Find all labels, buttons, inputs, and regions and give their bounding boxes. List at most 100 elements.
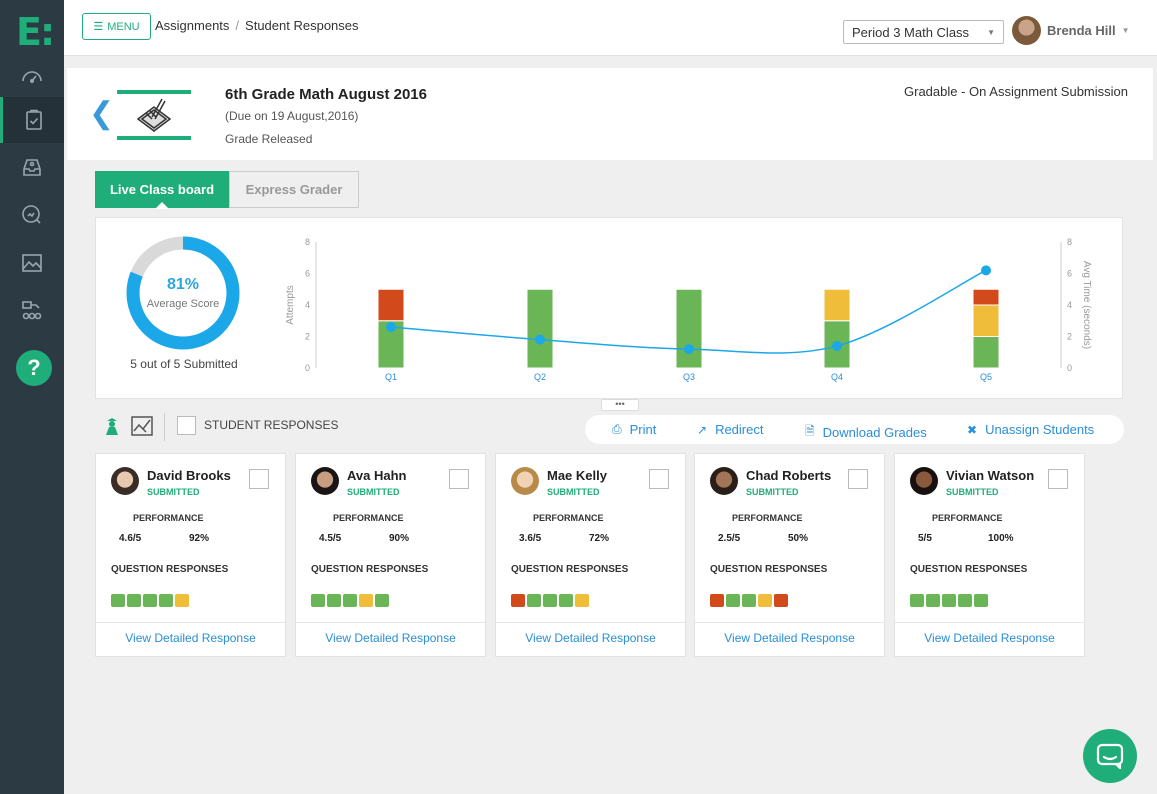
student-select-checkbox[interactable] [1048,469,1068,489]
question-response-square[interactable] [159,594,173,607]
sidebar-item-dashboard[interactable] [0,53,64,99]
question-response-square[interactable] [942,594,956,607]
y2-tick-label: 2 [1067,332,1072,342]
assignment-title: 6th Grade Math August 2016 [225,86,427,103]
panel-resize-handle[interactable]: ••• [601,399,639,411]
question-response-square[interactable] [710,594,724,607]
student-name[interactable]: Vivian Watson [946,468,1035,483]
class-select[interactable]: Period 3 Math Class ▼ [843,20,1004,44]
sidebar-item-assignments[interactable] [0,97,64,143]
chart-view-icon[interactable] [131,416,153,439]
student-name[interactable]: Chad Roberts [746,468,832,483]
question-response-square[interactable] [143,594,157,607]
average-score-label: Average Score [146,298,220,310]
sidebar-item-reports[interactable] [0,192,64,238]
menu-button[interactable]: ☰ MENU [82,13,151,40]
student-select-checkbox[interactable] [649,469,669,489]
student-select-checkbox[interactable] [249,469,269,489]
student-name[interactable]: David Brooks [147,468,231,483]
question-response-square[interactable] [742,594,756,607]
performance-percent: 100% [988,533,1014,544]
download-grades-button[interactable]: 🗎 Download Grades [805,422,927,443]
avg-time-point [535,334,545,345]
question-response-square[interactable] [726,594,740,607]
grid-view-icon[interactable] [103,416,121,439]
hamburger-icon: ☰ [93,21,104,33]
view-detailed-response-link[interactable]: View Detailed Response [695,622,884,645]
performance-score: 5/5 [918,533,932,544]
x-tick-label: Q4 [831,372,843,382]
question-response-square[interactable] [758,594,772,607]
menu-label: MENU [107,20,140,33]
question-response-square[interactable] [575,594,589,607]
print-button[interactable]: ⎙ Print [612,422,656,437]
x-tick-label: Q1 [385,372,397,382]
x-tick-label: Q5 [980,372,992,382]
tab-live-class-board[interactable]: Live Class board [95,171,229,209]
question-response-square[interactable] [527,594,541,607]
help-button[interactable]: ? [16,350,52,386]
view-detailed-response-link[interactable]: View Detailed Response [296,622,485,645]
avatar [710,467,738,495]
sidebar-item-gallery[interactable] [0,240,64,286]
sidebar-item-groups[interactable] [0,288,64,334]
question-response-square[interactable] [111,594,125,607]
question-response-square[interactable] [375,594,389,607]
y-tick-label: 2 [305,332,310,342]
y-tick-label: 8 [305,237,310,247]
class-select-value: Period 3 Math Class [852,24,970,40]
question-response-square[interactable] [359,594,373,607]
question-response-square[interactable] [311,594,325,607]
performance-label: PERFORMANCE [133,513,204,523]
student-name[interactable]: Mae Kelly [547,468,607,483]
print-label: Print [629,422,657,437]
question-response-square[interactable] [774,594,788,607]
redirect-button[interactable]: ↗ Redirect [697,422,763,437]
y-tick-label: 6 [305,269,310,279]
question-responses [311,594,389,607]
question-response-square[interactable] [543,594,557,607]
student-card: Ava Hahn SUBMITTED PERFORMANCE 4.5/5 90%… [295,453,486,657]
status-badge: SUBMITTED [147,487,200,497]
bar-segment-incorrect [377,288,405,322]
question-response-square[interactable] [958,594,972,607]
student-select-checkbox[interactable] [848,469,868,489]
question-response-square[interactable] [127,594,141,607]
dashboard-gauge-icon [22,71,42,84]
sidebar-item-inbox[interactable] [0,145,64,191]
status-badge: SUBMITTED [547,487,600,497]
status-badge: SUBMITTED [347,487,400,497]
y2-tick-label: 6 [1067,269,1072,279]
clipboard-check-icon [25,109,42,130]
view-detailed-response-link[interactable]: View Detailed Response [895,622,1084,645]
question-response-square[interactable] [327,594,341,607]
question-response-square[interactable] [175,594,189,607]
performance-label: PERFORMANCE [932,513,1003,523]
question-attempts-chart: 0 0 2 2 4 4 6 6 8 8 Attempts Avg Time (seconds) Q1 Q2… [285,237,1092,382]
chat-button[interactable] [1083,729,1137,783]
gradable-type: Gradable - On Assignment Submission [904,84,1128,99]
view-detailed-response-link[interactable]: View Detailed Response [96,622,285,645]
student-name[interactable]: Ava Hahn [347,468,407,483]
question-response-square[interactable] [559,594,573,607]
question-response-square[interactable] [926,594,940,607]
redirect-icon: ↗ [697,422,708,437]
view-detailed-response-link[interactable]: View Detailed Response [496,622,685,645]
app-logo[interactable]: E: [16,10,55,54]
question-response-square[interactable] [343,594,357,607]
y2-tick-label: 0 [1067,363,1072,373]
select-all-checkbox[interactable] [177,416,196,435]
back-arrow-icon[interactable]: ❮ [89,97,115,130]
inbox-icon [23,159,41,176]
y-tick-label: 0 [305,363,310,373]
question-response-square[interactable] [511,594,525,607]
unassign-students-button[interactable]: ✖ Unassign Students [967,422,1094,437]
question-response-square[interactable] [910,594,924,607]
divider [164,413,165,441]
question-response-square[interactable] [974,594,988,607]
user-menu[interactable]: Brenda Hill ▼ [1012,16,1130,45]
tab-express-grader[interactable]: Express Grader [229,171,359,208]
student-select-checkbox[interactable] [449,469,469,489]
student-card: Mae Kelly SUBMITTED PERFORMANCE 3.6/5 72… [495,453,686,657]
breadcrumb-assignments[interactable]: Assignments [155,18,230,33]
